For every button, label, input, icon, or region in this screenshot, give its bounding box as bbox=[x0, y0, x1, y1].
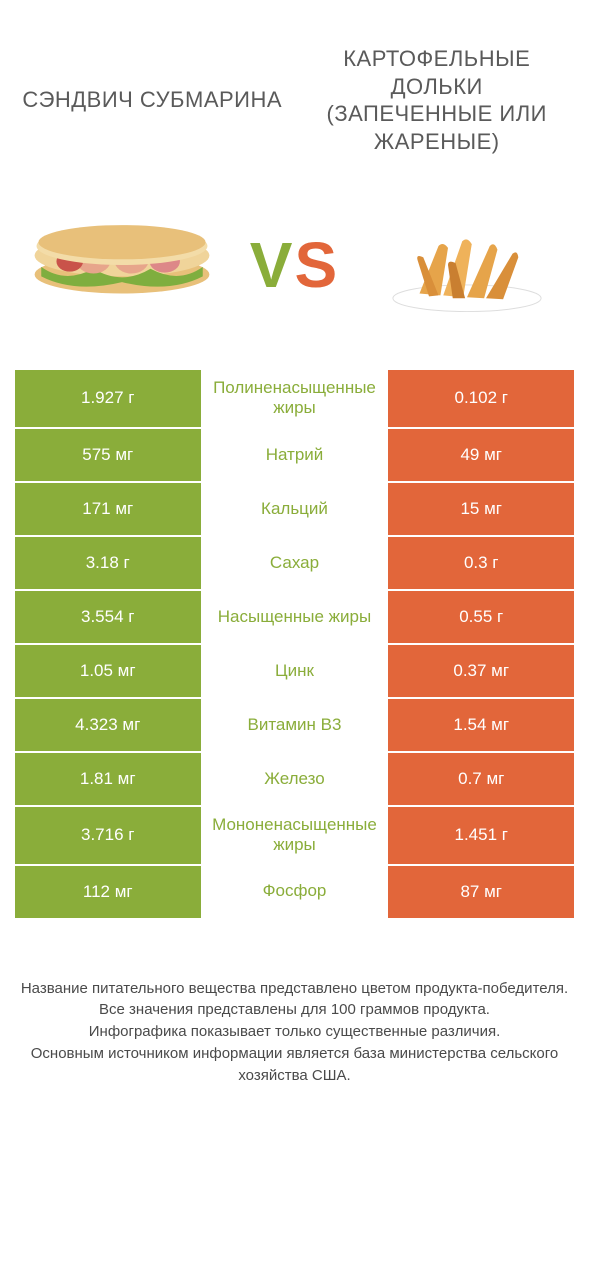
value-right: 0.102 г bbox=[388, 370, 574, 427]
value-left: 4.323 мг bbox=[15, 699, 201, 751]
nutrient-label: Кальций bbox=[201, 483, 388, 535]
sandwich-image bbox=[27, 200, 217, 330]
value-left: 1.927 г bbox=[15, 370, 201, 427]
table-row: 3.716 гМононенасыщенные жиры1.451 г bbox=[15, 805, 575, 864]
value-left: 1.81 мг bbox=[15, 753, 201, 805]
value-left: 3.554 г bbox=[15, 591, 201, 643]
table-row: 171 мгКальций15 мг bbox=[15, 481, 575, 535]
table-row: 4.323 мгВитамин B31.54 мг bbox=[15, 697, 575, 751]
nutrient-label: Насыщенные жиры bbox=[201, 591, 388, 643]
footer-notes: Название питательного вещества представл… bbox=[15, 978, 575, 1087]
value-left: 575 мг bbox=[15, 429, 201, 481]
nutrient-label: Цинк bbox=[201, 645, 388, 697]
table-row: 1.81 мгЖелезо0.7 мг bbox=[15, 751, 575, 805]
vs-label: VS bbox=[250, 228, 339, 302]
value-right: 49 мг bbox=[388, 429, 574, 481]
nutrient-label: Железо bbox=[201, 753, 388, 805]
value-right: 15 мг bbox=[388, 483, 574, 535]
right-product-title: КАРТОФЕЛЬНЫЕ ДОЛЬКИ (ЗАПЕЧЕННЫЕ ИЛИ ЖАРЕ… bbox=[306, 45, 568, 155]
vs-s: S bbox=[294, 228, 339, 302]
value-left: 3.18 г bbox=[15, 537, 201, 589]
table-row: 112 мгФосфор87 мг bbox=[15, 864, 575, 918]
value-left: 171 мг bbox=[15, 483, 201, 535]
footer-line: Название питательного вещества представл… bbox=[15, 978, 575, 1000]
nutrient-label: Мононенасыщенные жиры bbox=[201, 807, 388, 864]
value-right: 87 мг bbox=[388, 866, 574, 918]
vs-row: VS bbox=[0, 190, 589, 370]
value-right: 0.7 мг bbox=[388, 753, 574, 805]
value-right: 1.451 г bbox=[388, 807, 574, 864]
nutrition-table: 1.927 гПолиненасыщенные жиры0.102 г575 м… bbox=[15, 370, 575, 918]
left-product-title: СЭНДВИЧ СУБМАРИНА bbox=[21, 86, 283, 114]
header: СЭНДВИЧ СУБМАРИНА КАРТОФЕЛЬНЫЕ ДОЛЬКИ (З… bbox=[0, 0, 589, 190]
table-row: 3.554 гНасыщенные жиры0.55 г bbox=[15, 589, 575, 643]
nutrient-label: Сахар bbox=[201, 537, 388, 589]
value-right: 0.37 мг bbox=[388, 645, 574, 697]
footer-line: Основным источником информации является … bbox=[15, 1043, 575, 1087]
footer-line: Инфографика показывает только существенн… bbox=[15, 1021, 575, 1043]
value-right: 1.54 мг bbox=[388, 699, 574, 751]
nutrient-label: Натрий bbox=[201, 429, 388, 481]
footer-line: Все значения представлены для 100 граммо… bbox=[15, 999, 575, 1021]
nutrient-label: Витамин B3 bbox=[201, 699, 388, 751]
value-right: 0.55 г bbox=[388, 591, 574, 643]
value-left: 3.716 г bbox=[15, 807, 201, 864]
value-left: 112 мг bbox=[15, 866, 201, 918]
value-left: 1.05 мг bbox=[15, 645, 201, 697]
table-row: 1.927 гПолиненасыщенные жиры0.102 г bbox=[15, 370, 575, 427]
value-right: 0.3 г bbox=[388, 537, 574, 589]
vs-v: V bbox=[250, 228, 295, 302]
potato-wedges-image bbox=[372, 200, 562, 330]
table-row: 1.05 мгЦинк0.37 мг bbox=[15, 643, 575, 697]
nutrient-label: Полиненасыщенные жиры bbox=[201, 370, 388, 427]
table-row: 575 мгНатрий49 мг bbox=[15, 427, 575, 481]
nutrient-label: Фосфор bbox=[201, 866, 388, 918]
table-row: 3.18 гСахар0.3 г bbox=[15, 535, 575, 589]
